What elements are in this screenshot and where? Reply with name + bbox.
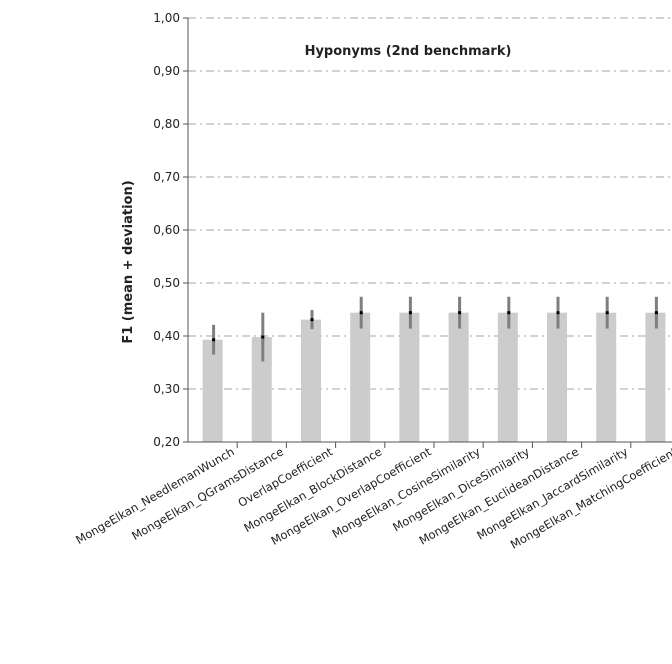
error-bars (212, 296, 658, 362)
mean-point (408, 311, 412, 315)
bar (645, 312, 666, 442)
gridlines (188, 17, 672, 390)
mean-point (261, 335, 265, 339)
y-tick-label: 0,60 (153, 223, 180, 237)
mean-point (605, 311, 609, 315)
mean-point (212, 338, 216, 342)
chart-title: Hyponyms (2nd benchmark) (305, 44, 512, 59)
y-tick-label: 0,20 (153, 435, 180, 449)
bar (497, 312, 518, 442)
y-tick-label: 1,00 (153, 11, 180, 25)
y-tick-label: 0,70 (153, 170, 180, 184)
y-tick-label: 0,50 (153, 276, 180, 290)
y-tick-label: 0,40 (153, 329, 180, 343)
y-axis-label: F1 (mean + deviation) (121, 180, 136, 343)
bar (448, 312, 469, 442)
axes (183, 17, 672, 448)
bar (547, 312, 567, 442)
mean-point (507, 311, 511, 315)
bar (301, 319, 321, 442)
x-tick-labels: MongeElkan_NeedlemanWunchMongeElkan_QGra… (73, 444, 672, 551)
bar (202, 339, 223, 442)
mean-point (310, 318, 314, 322)
bars (202, 312, 666, 442)
bar (596, 312, 617, 442)
mean-point (359, 311, 363, 315)
bar (251, 337, 272, 442)
mean-point (556, 311, 560, 315)
y-tick-label: 0,90 (153, 64, 180, 78)
mean-point (458, 311, 462, 315)
y-tick-label: 0,30 (153, 382, 180, 396)
y-tick-label: 0,80 (153, 117, 180, 131)
bar (350, 312, 371, 442)
mean-point (654, 311, 658, 315)
bar (399, 312, 420, 442)
y-tick-labels: 1,00 0,90 0,80 0,70 0,60 0,50 0,40 0,30 0,20 (153, 11, 180, 449)
